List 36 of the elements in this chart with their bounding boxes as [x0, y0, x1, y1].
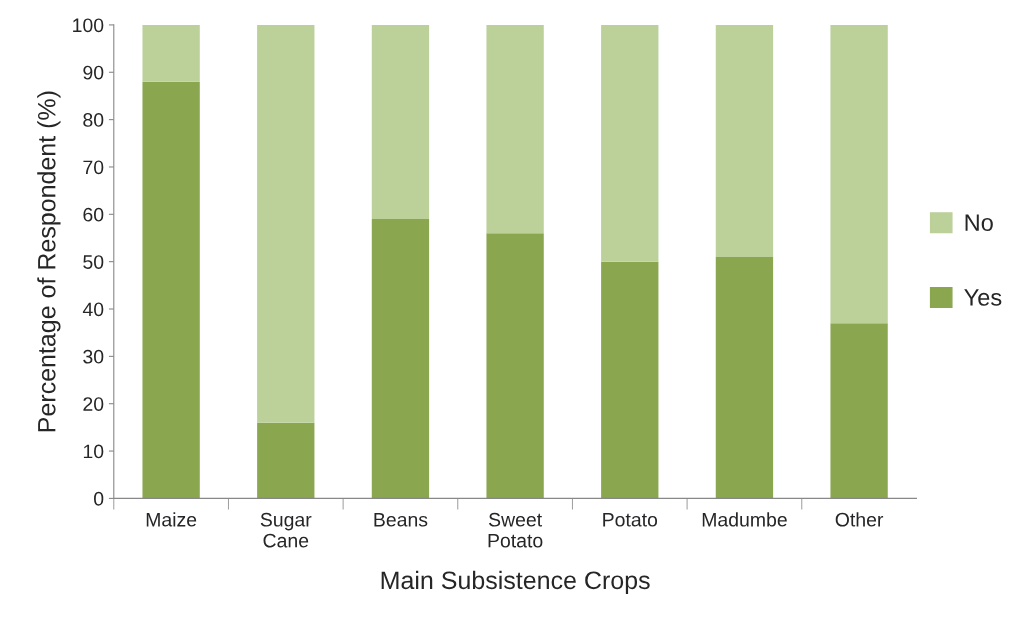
y-tick-label: 40 — [82, 302, 104, 317]
legend-label: Yes — [964, 289, 1002, 306]
bar — [601, 24, 659, 262]
x-tick-label: Other — [835, 512, 884, 527]
x-tick-label: Sugar Cane — [260, 512, 312, 548]
bar — [142, 81, 200, 499]
x-tick-label: Madumbe — [702, 512, 787, 527]
x-axis-title: Main Subsistence Crops — [381, 570, 650, 595]
bar — [371, 24, 430, 220]
y-tick-label: 90 — [83, 65, 104, 80]
y-tick-label: 30 — [83, 349, 104, 364]
y-tick-label: 20 — [83, 397, 104, 411]
x-tick-label: Maize — [146, 512, 197, 527]
bar — [486, 24, 544, 234]
y-tick-label: 70 — [83, 160, 104, 175]
bar — [486, 233, 544, 499]
bar — [257, 422, 315, 499]
bar — [257, 24, 315, 423]
y-tick-label: 10 — [83, 444, 104, 459]
y-tick-label: 80 — [83, 113, 104, 127]
y-tick-label: 60 — [83, 207, 104, 222]
bar — [715, 24, 774, 257]
x-tick-label: Beans — [374, 513, 428, 527]
bar — [715, 256, 774, 499]
bar — [830, 24, 888, 324]
y-axis-title: Percentage of Respondent (%) — [37, 91, 61, 432]
bar — [142, 24, 200, 82]
legend-label: No — [965, 214, 993, 232]
x-tick-label: Sweet Potato — [488, 512, 543, 548]
y-tick-label: 0 — [94, 491, 104, 506]
x-tick-label: Potato — [603, 513, 658, 527]
bar — [601, 261, 659, 499]
bar — [830, 323, 888, 499]
y-tick-label: 100 — [73, 18, 104, 33]
bar — [371, 219, 430, 499]
y-tick-label: 50 — [83, 255, 104, 269]
